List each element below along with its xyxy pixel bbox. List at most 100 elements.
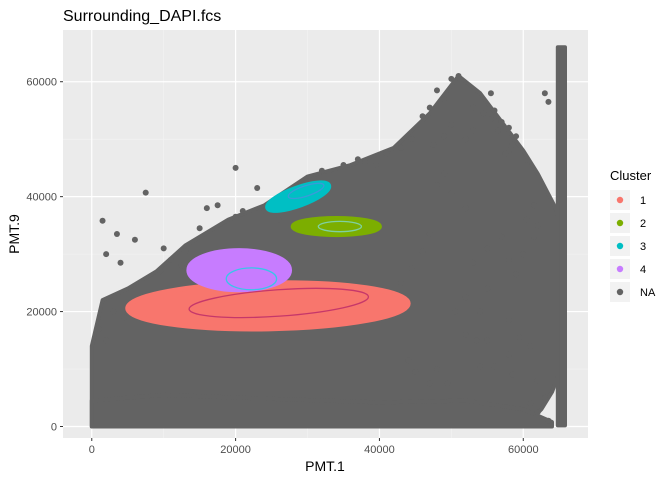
legend-key-NA (616, 288, 624, 296)
scatter-point (239, 208, 246, 215)
cluster-point-clouds (125, 180, 411, 332)
scatter-point (444, 380, 451, 387)
scatter-point (531, 202, 538, 209)
data-layer (89, 45, 567, 429)
scatter-point (426, 380, 433, 387)
scatter-point (462, 205, 469, 212)
scatter-point (531, 233, 538, 240)
scatter-point (182, 248, 189, 255)
scatter-point (527, 400, 534, 407)
scatter-point (541, 90, 548, 97)
cluster-2-ellipse (317, 220, 363, 233)
scatter-point (398, 144, 405, 151)
scatter-point (362, 159, 369, 166)
scatter-point (513, 133, 520, 140)
scatter-point (372, 162, 379, 169)
x-tick-label: 20000 (220, 444, 251, 456)
scatter-point (505, 256, 512, 263)
scatter-point (398, 279, 405, 286)
na-region (89, 74, 567, 429)
scatter-point (534, 409, 541, 416)
fitted-ellipses (188, 182, 370, 319)
scatter-point (473, 337, 480, 344)
scatter-point (318, 167, 325, 174)
cluster-3-ellipse (287, 182, 325, 200)
x-axis: 0 20000 40000 60000 (89, 438, 539, 456)
scatter-point (455, 72, 462, 79)
cluster-2-points (290, 215, 382, 238)
x-tick-label: 40000 (364, 444, 395, 456)
scatter-point (408, 136, 415, 143)
legend-label-4: 4 (640, 264, 646, 276)
cluster-4-ellipse (225, 267, 278, 291)
scatter-point (121, 314, 128, 321)
scatter-point (412, 368, 419, 375)
legend-label-3: 3 (640, 241, 646, 253)
scatter-point (462, 331, 469, 338)
y-axis: 0 20000 40000 60000 (26, 77, 63, 434)
scatter-point (441, 170, 448, 177)
na-point-cloud (89, 45, 567, 429)
scatter-point (491, 363, 498, 370)
scatter-point (484, 245, 491, 252)
scatter-point (232, 164, 239, 171)
na-region (89, 392, 554, 429)
x-tick-label: 60000 (508, 444, 539, 456)
scatter-point (196, 225, 203, 232)
scatter-point (354, 156, 361, 163)
scatter-point (505, 317, 512, 324)
scatter-point (405, 357, 412, 364)
scatter-point (469, 104, 476, 111)
scatter-point (523, 216, 530, 223)
scatter-point (113, 231, 120, 237)
scatter-point (448, 75, 455, 82)
scatter-point (203, 205, 210, 212)
scatter-point (433, 182, 440, 189)
scatter-point (523, 162, 530, 169)
legend-label-2: 2 (640, 218, 646, 230)
scatter-point (99, 217, 106, 224)
scatter-point (95, 325, 102, 332)
scatter-point (433, 366, 440, 373)
scatter-point (448, 190, 455, 197)
scatter-point (513, 271, 520, 278)
scatter-point (340, 162, 347, 169)
scatter-point (408, 265, 415, 272)
cluster-4-points (186, 248, 293, 293)
scatter-point (441, 95, 448, 102)
scatter-point (487, 90, 494, 97)
y-tick-label: 60000 (26, 77, 57, 89)
scatter-point (462, 294, 469, 301)
legend: Cluster 1 2 3 4 NA (610, 168, 656, 302)
scatter-point (487, 116, 494, 123)
scatter-point (534, 222, 541, 229)
scatter-point (131, 236, 138, 243)
scatter-point (214, 202, 221, 209)
scatter-point (419, 248, 426, 255)
scatter-point (462, 136, 469, 143)
scatter-point (516, 334, 523, 341)
scatter-point (498, 118, 505, 125)
scatter-point (426, 231, 433, 237)
scatter-point (505, 124, 512, 131)
scatter-point (520, 251, 527, 258)
legend-key-3 (616, 242, 624, 250)
scatter-point (477, 363, 484, 370)
scatter-point (448, 121, 455, 128)
y-tick-label: 0 (51, 422, 57, 434)
legend-key-2 (616, 219, 624, 227)
scatter-point (441, 133, 448, 140)
scatter-point (505, 351, 512, 358)
x-tick-label: 0 (89, 444, 95, 456)
scatter-point (498, 233, 505, 240)
cluster-1-ellipse (188, 287, 370, 319)
legend-title: Cluster (610, 168, 652, 183)
scatter-point (383, 150, 390, 157)
y-axis-title: PMT.9 (6, 214, 22, 254)
scatter-point (527, 343, 534, 350)
scatter-points (95, 72, 552, 424)
scatter-point (160, 245, 167, 252)
scatter-point (545, 417, 552, 424)
scatter-point (110, 308, 117, 315)
scatter-point (426, 104, 433, 111)
